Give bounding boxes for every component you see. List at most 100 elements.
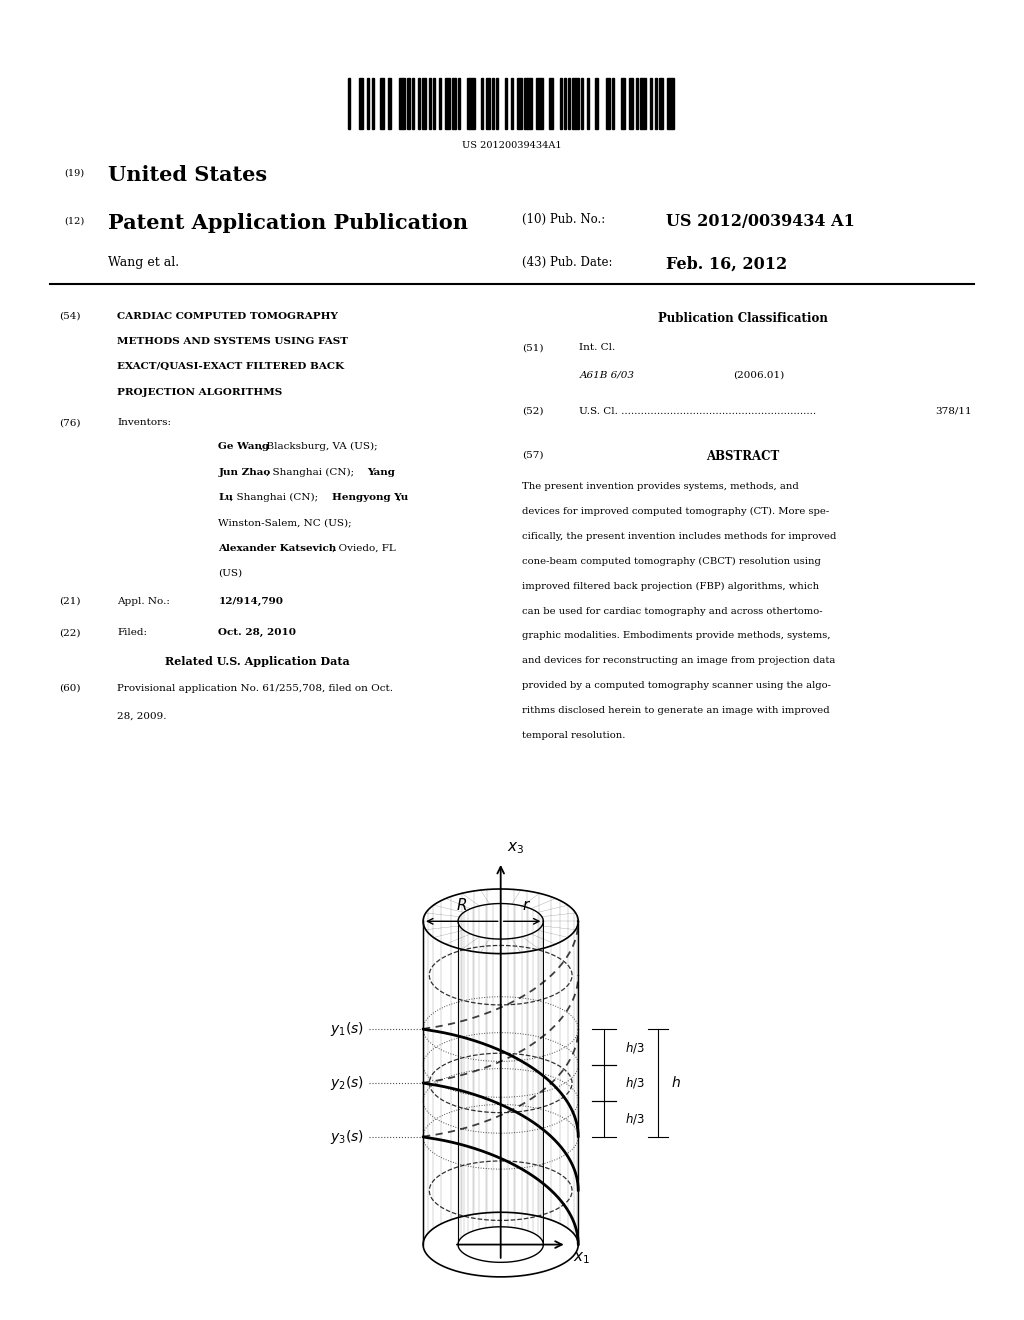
Text: Int. Cl.: Int. Cl. bbox=[580, 343, 615, 352]
Text: (US): (US) bbox=[218, 569, 243, 578]
Text: , Shanghai (CN);: , Shanghai (CN); bbox=[266, 467, 357, 477]
Text: $y_3(s)$: $y_3(s)$ bbox=[330, 1127, 364, 1146]
Text: ABSTRACT: ABSTRACT bbox=[707, 450, 779, 463]
Text: U.S. Cl. ............................................................: U.S. Cl. ...............................… bbox=[580, 407, 816, 416]
Text: Feb. 16, 2012: Feb. 16, 2012 bbox=[666, 256, 787, 273]
Bar bbox=[668, 78, 674, 129]
Text: , Shanghai (CN);: , Shanghai (CN); bbox=[230, 492, 322, 502]
Bar bbox=[505, 78, 507, 129]
Bar bbox=[433, 78, 435, 129]
Bar bbox=[429, 78, 431, 129]
Text: US 20120039434A1: US 20120039434A1 bbox=[462, 141, 562, 150]
Text: Winston-Salem, NC (US);: Winston-Salem, NC (US); bbox=[218, 519, 352, 527]
Text: , Blacksburg, VA (US);: , Blacksburg, VA (US); bbox=[260, 442, 378, 451]
Text: Jun Zhao: Jun Zhao bbox=[218, 467, 270, 477]
Text: (10) Pub. No.:: (10) Pub. No.: bbox=[521, 213, 605, 226]
Text: Ge Wang: Ge Wang bbox=[218, 442, 269, 451]
Text: $x_1$: $x_1$ bbox=[573, 1250, 590, 1266]
Text: Oct. 28, 2010: Oct. 28, 2010 bbox=[218, 628, 296, 638]
Text: (57): (57) bbox=[521, 450, 543, 459]
Bar bbox=[636, 78, 638, 129]
Text: (21): (21) bbox=[59, 597, 81, 606]
Bar bbox=[497, 78, 499, 129]
Bar bbox=[568, 78, 570, 129]
Text: (60): (60) bbox=[59, 684, 81, 693]
Text: cone-beam computed tomography (CBCT) resolution using: cone-beam computed tomography (CBCT) res… bbox=[521, 557, 820, 566]
Text: United States: United States bbox=[108, 165, 267, 185]
Bar bbox=[654, 78, 656, 129]
Bar bbox=[559, 78, 561, 129]
Text: EXACT/QUASI-EXACT FILTERED BACK: EXACT/QUASI-EXACT FILTERED BACK bbox=[118, 362, 344, 371]
Text: Inventors:: Inventors: bbox=[118, 418, 171, 428]
Bar bbox=[517, 78, 521, 129]
Text: (51): (51) bbox=[521, 343, 543, 352]
Text: $R$: $R$ bbox=[457, 896, 468, 912]
Bar bbox=[368, 78, 370, 129]
Text: , Oviedo, FL: , Oviedo, FL bbox=[332, 544, 395, 553]
Bar bbox=[650, 78, 652, 129]
Text: devices for improved computed tomography (CT). More spe-: devices for improved computed tomography… bbox=[521, 507, 828, 516]
Bar bbox=[388, 78, 390, 129]
Bar bbox=[458, 78, 460, 129]
Text: (52): (52) bbox=[521, 407, 543, 416]
Text: $h/3$: $h/3$ bbox=[625, 1111, 644, 1126]
Bar bbox=[372, 78, 374, 129]
Bar bbox=[606, 78, 610, 129]
Text: $h/3$: $h/3$ bbox=[625, 1076, 644, 1090]
Bar bbox=[523, 78, 532, 129]
Text: Yang: Yang bbox=[368, 467, 395, 477]
Text: cifically, the present invention includes methods for improved: cifically, the present invention include… bbox=[521, 532, 836, 541]
Bar bbox=[359, 78, 364, 129]
Text: PROJECTION ALGORITHMS: PROJECTION ALGORITHMS bbox=[118, 388, 283, 396]
Text: Lu: Lu bbox=[218, 492, 233, 502]
Bar bbox=[418, 78, 420, 129]
Bar bbox=[564, 78, 566, 129]
Bar bbox=[572, 78, 579, 129]
Bar bbox=[348, 78, 350, 129]
Bar bbox=[408, 78, 410, 129]
Text: CARDIAC COMPUTED TOMOGRAPHY: CARDIAC COMPUTED TOMOGRAPHY bbox=[118, 312, 338, 321]
Text: (2006.01): (2006.01) bbox=[733, 371, 784, 380]
Text: Filed:: Filed: bbox=[118, 628, 147, 638]
Bar bbox=[399, 78, 406, 129]
Bar bbox=[439, 78, 441, 129]
Bar bbox=[485, 78, 489, 129]
Text: Related U.S. Application Data: Related U.S. Application Data bbox=[166, 656, 350, 667]
Text: (19): (19) bbox=[65, 169, 85, 178]
Bar bbox=[549, 78, 553, 129]
Bar bbox=[658, 78, 663, 129]
Text: Patent Application Publication: Patent Application Publication bbox=[108, 213, 468, 232]
Bar bbox=[537, 78, 543, 129]
Text: $y_1(s)$: $y_1(s)$ bbox=[330, 1020, 364, 1038]
Text: 378/11: 378/11 bbox=[936, 407, 972, 416]
Text: (76): (76) bbox=[59, 418, 81, 428]
Text: provided by a computed tomography scanner using the algo-: provided by a computed tomography scanne… bbox=[521, 681, 830, 690]
Bar bbox=[621, 78, 625, 129]
Text: Appl. No.:: Appl. No.: bbox=[118, 597, 170, 606]
Bar bbox=[481, 78, 483, 129]
Text: temporal resolution.: temporal resolution. bbox=[521, 731, 625, 741]
Bar bbox=[445, 78, 450, 129]
Text: graphic modalities. Embodiments provide methods, systems,: graphic modalities. Embodiments provide … bbox=[521, 631, 830, 640]
Text: (22): (22) bbox=[59, 628, 81, 638]
Text: and devices for reconstructing an image from projection data: and devices for reconstructing an image … bbox=[521, 656, 835, 665]
Bar bbox=[581, 78, 583, 129]
Text: ,: , bbox=[397, 492, 400, 502]
Text: $x_3$: $x_3$ bbox=[507, 840, 524, 855]
Text: A61B 6/03: A61B 6/03 bbox=[580, 371, 635, 380]
Bar bbox=[452, 78, 456, 129]
Bar bbox=[587, 78, 589, 129]
Bar bbox=[511, 78, 513, 129]
Text: $h/3$: $h/3$ bbox=[625, 1040, 644, 1055]
Text: Wang et al.: Wang et al. bbox=[108, 256, 179, 269]
Text: $y_2(s)$: $y_2(s)$ bbox=[330, 1074, 364, 1092]
Text: $h$: $h$ bbox=[671, 1076, 681, 1090]
Text: US 2012/0039434 A1: US 2012/0039434 A1 bbox=[666, 213, 855, 230]
Text: Hengyong Yu: Hengyong Yu bbox=[332, 492, 408, 502]
Bar bbox=[492, 78, 494, 129]
Text: METHODS AND SYSTEMS USING FAST: METHODS AND SYSTEMS USING FAST bbox=[118, 337, 348, 346]
Bar bbox=[640, 78, 646, 129]
Text: 28, 2009.: 28, 2009. bbox=[118, 711, 167, 721]
Bar bbox=[412, 78, 414, 129]
Text: $r$: $r$ bbox=[522, 898, 530, 912]
